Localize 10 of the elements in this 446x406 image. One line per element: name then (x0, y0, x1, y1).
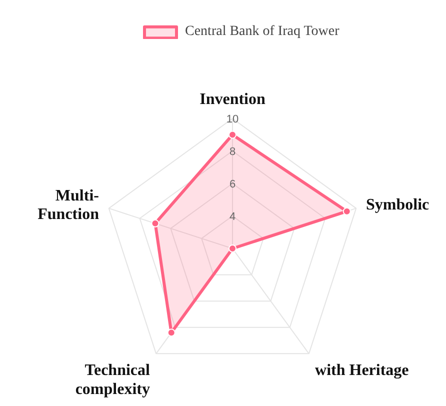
y-tick-label: 4 (229, 211, 236, 223)
spoke-label: Invention (200, 91, 266, 108)
y-tick-label: 8 (229, 146, 236, 158)
spoke-label: with Heritage (315, 362, 409, 380)
y-tick-label: 10 (226, 114, 239, 126)
spoke-label: Multi- Function (38, 187, 100, 223)
y-tick-label: 6 (229, 178, 236, 190)
spoke-label: Technical complexity (75, 362, 151, 398)
legend-label: Central Bank of Iraq Tower (185, 24, 340, 40)
spoke-label: Symbolic (366, 196, 430, 214)
